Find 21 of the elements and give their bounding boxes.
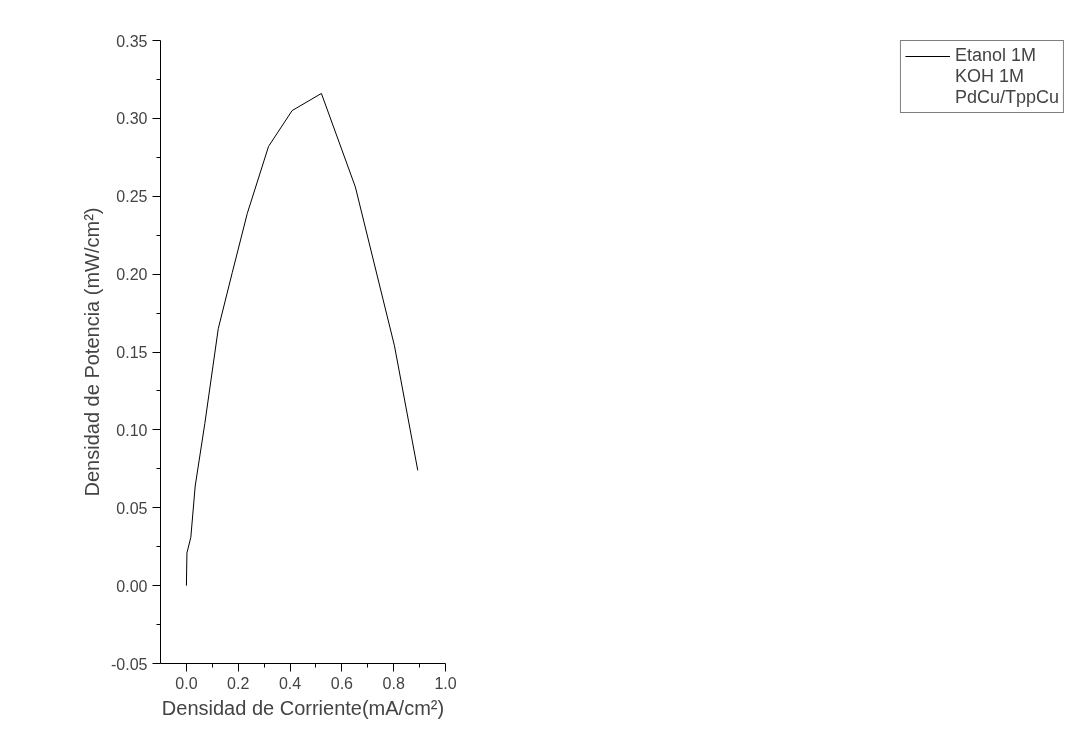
x-tick-label: 0.2 — [227, 674, 250, 692]
x-tick-label: 0.6 — [330, 674, 354, 692]
x-tick-label: 0.4 — [278, 674, 302, 692]
y-tick-label: -0.05 — [111, 655, 148, 673]
y-tick-label: 0.35 — [116, 32, 148, 50]
y-tick-label: 0.10 — [116, 421, 148, 439]
legend-label: Etanol 1M — [954, 45, 1036, 66]
y-tick-label: 0.20 — [116, 266, 148, 284]
text: PdCu/TppCu — [954, 87, 1059, 108]
x-tick-label: 1.0 — [434, 674, 457, 692]
y-tick-label: 0.00 — [116, 577, 148, 595]
y-tick-label: 0.30 — [116, 110, 148, 128]
line-series — [185, 92, 419, 587]
y-tick-label: 0.05 — [116, 499, 148, 517]
text: KOH 1M — [954, 66, 1024, 87]
x-tick-label: 0.0 — [175, 674, 198, 692]
x-axis-title: Densidad de Corriente(mA/cm²) — [161, 696, 445, 719]
y-tick-label: 0.25 — [116, 188, 148, 206]
y-axis-title: Densidad de Potencia (mW/cm²) — [81, 207, 104, 497]
y-tick-label: 0.15 — [116, 344, 148, 361]
x-tick-label: 0.8 — [382, 674, 405, 692]
